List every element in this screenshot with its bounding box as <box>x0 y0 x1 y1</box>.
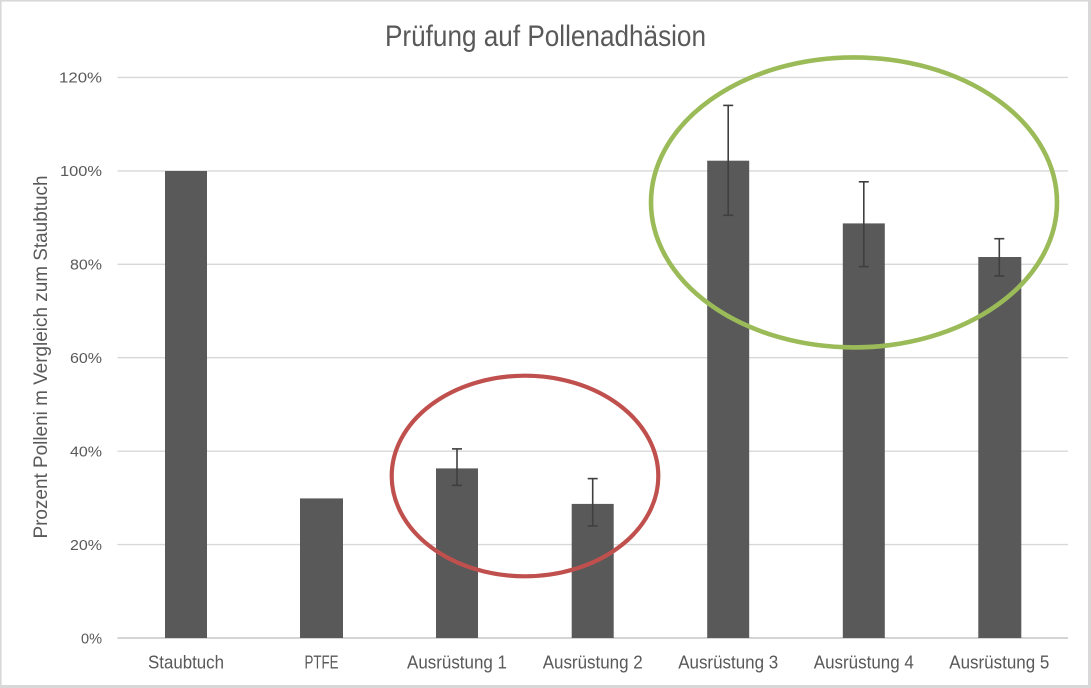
svg-text:PTFE: PTFE <box>305 653 339 673</box>
svg-text:Ausrüstung 2: Ausrüstung 2 <box>543 653 643 673</box>
svg-text:0%: 0% <box>81 630 102 647</box>
svg-text:Ausrüstung 4: Ausrüstung 4 <box>814 653 914 673</box>
svg-text:20%: 20% <box>70 537 102 554</box>
svg-text:Prozent Polleni m Vergleich zu: Prozent Polleni m Vergleich zum Staubtuc… <box>31 176 52 539</box>
svg-text:Ausrüstung 3: Ausrüstung 3 <box>678 653 778 673</box>
svg-text:60%: 60% <box>70 350 102 367</box>
svg-text:Ausrüstung 5: Ausrüstung 5 <box>949 653 1049 673</box>
svg-text:40%: 40% <box>70 444 102 461</box>
svg-text:120%: 120% <box>59 70 102 87</box>
svg-text:Staubtuch: Staubtuch <box>148 653 224 673</box>
svg-text:80%: 80% <box>70 257 102 274</box>
svg-text:Ausrüstung 1: Ausrüstung 1 <box>407 653 507 673</box>
svg-text:100%: 100% <box>60 163 102 180</box>
svg-text:Prüfung auf Pollenadhäsion: Prüfung auf Pollenadhäsion <box>385 20 706 53</box>
